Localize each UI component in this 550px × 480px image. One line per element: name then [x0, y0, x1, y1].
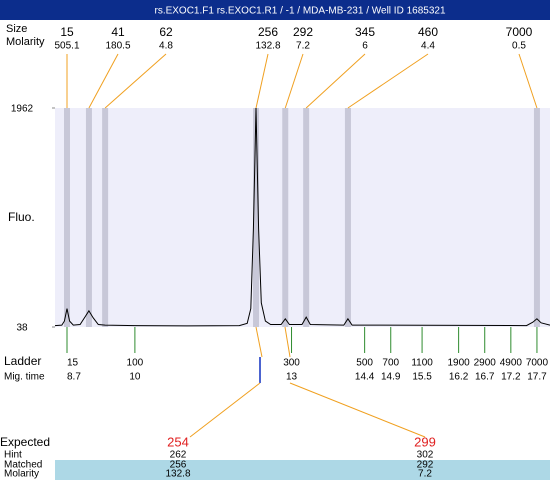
mig-time: 10: [129, 372, 141, 383]
table-cell: 302: [417, 450, 434, 461]
mig-time: 14.9: [381, 372, 401, 383]
connector: [189, 382, 261, 438]
table-cell: 256: [170, 460, 187, 471]
peak-molarity: 4.4: [421, 41, 435, 52]
mig-time: 13: [286, 372, 298, 383]
ladder-size: 1100: [411, 358, 433, 369]
ladder-size: 1900: [447, 358, 470, 369]
mig-time: 14.4: [355, 372, 375, 383]
table-cell: 292: [417, 460, 434, 471]
peak-connector: [518, 53, 538, 109]
connector: [289, 382, 426, 438]
peak-molarity: 6: [362, 41, 368, 52]
y-tick-label: 1962: [11, 104, 34, 115]
table-cell: 7.2: [418, 469, 432, 480]
ladder-size: 700: [382, 358, 399, 369]
table-cell: 262: [170, 450, 187, 461]
peak-connector: [347, 53, 429, 109]
peak-size: 460: [418, 25, 438, 39]
mig-time: 16.7: [475, 372, 495, 383]
peak-band: [344, 108, 351, 327]
row-label: Ladder: [4, 354, 41, 368]
connector: [284, 326, 291, 358]
row-label: Size: [6, 23, 27, 35]
peak-size: 62: [159, 25, 173, 39]
peak-connector: [284, 53, 304, 109]
plot-area: [55, 108, 550, 327]
row-label: Molarity: [6, 36, 45, 48]
peak-size: 7000: [506, 25, 533, 39]
connector: [255, 326, 263, 358]
table-cell: 299: [414, 434, 436, 449]
ladder-size: 7000: [526, 358, 549, 369]
peak-band: [253, 108, 260, 327]
peak-molarity: 7.2: [296, 41, 310, 52]
mig-time: 16.2: [449, 372, 469, 383]
peak-band: [533, 108, 540, 327]
mig-time: 8.7: [67, 372, 81, 383]
ladder-size: 4900: [500, 358, 523, 369]
peak-molarity: 0.5: [512, 41, 526, 52]
matched-band: [55, 460, 550, 480]
peak-connector: [255, 53, 269, 109]
peak-molarity: 4.8: [159, 41, 173, 52]
peak-connector: [88, 53, 119, 109]
row-label: Expected: [0, 435, 50, 449]
header-title: rs.EXOC1.F1 rs.EXOC1.R1 / -1 / MDA-MB-23…: [154, 6, 445, 17]
trace: [54, 107, 550, 327]
peak-size: 256: [258, 25, 278, 39]
peak-band: [102, 108, 109, 327]
peak-size: 15: [60, 25, 74, 39]
row-label: Mig. time: [4, 372, 45, 383]
y-tick-label: 38: [16, 323, 28, 334]
mig-time: 15.5: [412, 372, 432, 383]
peak-size: 292: [293, 25, 313, 39]
header-bar: [0, 0, 550, 20]
row-label: Hint: [4, 450, 22, 461]
peak-connector: [104, 53, 167, 109]
ladder-size: 15: [67, 358, 79, 369]
table-cell: 254: [167, 434, 189, 449]
peak-molarity: 505.1: [54, 41, 79, 52]
y-axis-label: Fluo.: [8, 210, 35, 224]
peak-band: [303, 108, 310, 327]
mig-time: 17.2: [501, 372, 521, 383]
ladder-size: 100: [127, 358, 144, 369]
table-cell: 132.8: [165, 469, 190, 480]
peak-connector: [305, 53, 366, 109]
ladder-size: 500: [356, 358, 373, 369]
ladder-size: 2900: [474, 358, 497, 369]
peak-size: 345: [355, 25, 375, 39]
peak-band: [85, 108, 92, 327]
row-label: Molarity: [4, 469, 39, 480]
peak-molarity: 180.5: [105, 41, 130, 52]
peak-band: [282, 108, 289, 327]
row-label: Matched: [4, 460, 42, 471]
peak-band: [64, 108, 71, 327]
mig-time: 17.7: [527, 372, 547, 383]
ladder-size: 300: [283, 358, 300, 369]
peak-size: 41: [111, 25, 125, 39]
peak-molarity: 132.8: [255, 41, 280, 52]
